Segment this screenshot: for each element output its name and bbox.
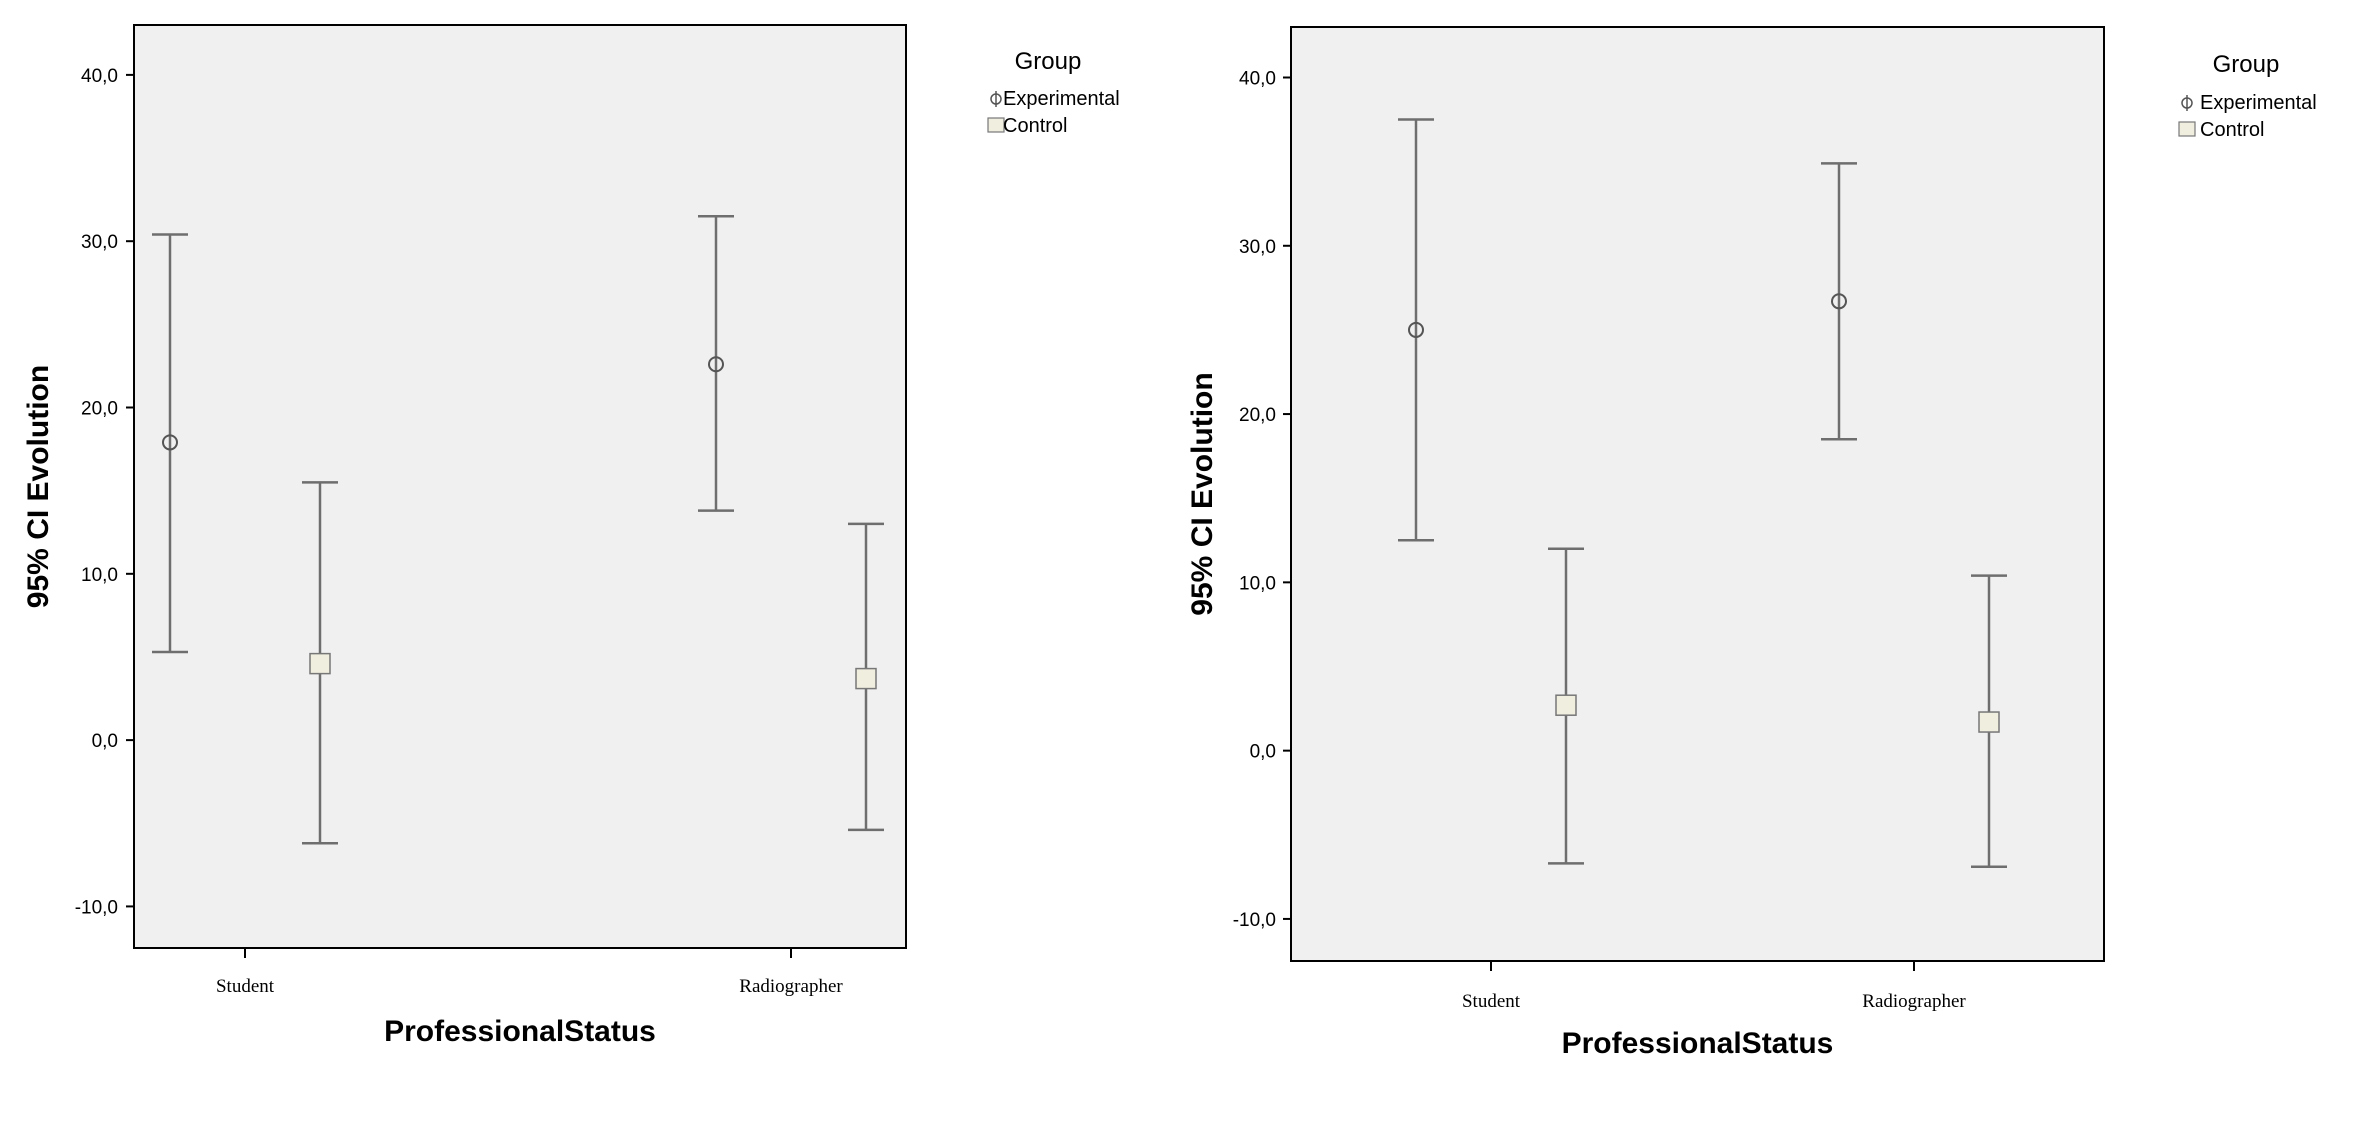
- legend-title: Group: [2213, 51, 2280, 78]
- mean-marker-square: [855, 667, 877, 690]
- legend-label: Experimental: [2200, 92, 2317, 114]
- errorbar-circle: [152, 233, 188, 654]
- errorbar-square: [1971, 574, 2007, 869]
- y-tick-label: 10,0: [1239, 573, 1276, 594]
- y-axis-label: 95% CI Evolution: [1186, 372, 1219, 615]
- y-tick-label: 30,0: [81, 232, 118, 253]
- mean-marker-circle: [708, 356, 724, 373]
- errorbar-circle: [1821, 162, 1857, 441]
- legend-title: Group: [1015, 48, 1082, 75]
- mean-marker-square: [309, 652, 331, 675]
- y-axis-label: 95% CI Evolution: [22, 365, 55, 608]
- y-tick-label: 0,0: [1250, 742, 1276, 763]
- legend-marker-square: [987, 117, 1005, 133]
- mean-marker-circle: [1831, 293, 1847, 310]
- y-tick-label: -10,0: [1233, 910, 1276, 931]
- plot-area: [1290, 26, 2105, 962]
- y-tick-label: 10,0: [81, 565, 118, 586]
- errorbar-square: [302, 481, 338, 845]
- y-tick-label: 20,0: [81, 399, 118, 420]
- y-tick-label: 0,0: [92, 731, 118, 752]
- legend: Group Experimental Control: [2178, 51, 2317, 141]
- plot-area: [133, 24, 907, 949]
- chart-1: -10,0 0,0 10,0 20,0 30,0 40,0 Student Radiograp…: [22, 24, 1120, 1048]
- mean-marker-square: [1555, 694, 1577, 716]
- errorbar-circle: [1398, 118, 1434, 542]
- errorbar-square: [1548, 547, 1584, 865]
- x-tick-label: Student: [1462, 991, 1521, 1012]
- legend-label: Control: [1003, 115, 1067, 137]
- y-tick-label: -10,0: [75, 897, 118, 918]
- chart-2: -10,0 0,0 10,0 20,0 30,0 40,0 Student Radiograp…: [1186, 26, 2317, 1060]
- legend: Group Experimental Control: [987, 48, 1120, 137]
- y-tick-label: 40,0: [1239, 68, 1276, 89]
- mean-marker-circle: [162, 434, 178, 451]
- mean-marker-circle: [1408, 321, 1424, 338]
- x-tick-label: Radiographer: [739, 976, 843, 997]
- y-tick-label: 20,0: [1239, 405, 1276, 426]
- y-tick-label: 40,0: [81, 66, 118, 87]
- x-tick-label: Radiographer: [1862, 991, 1966, 1012]
- legend-marker-square: [2178, 121, 2196, 137]
- x-axis-label: ProfessionalStatus: [384, 1015, 656, 1048]
- mean-marker-square: [1978, 711, 2000, 733]
- legend-label: Control: [2200, 119, 2264, 141]
- errorbar-circle: [698, 215, 734, 512]
- legend-label: Experimental: [1003, 88, 1120, 110]
- x-tick-label: Student: [216, 976, 275, 997]
- y-tick-label: 30,0: [1239, 237, 1276, 258]
- errorbar-square: [848, 522, 884, 832]
- x-axis-label: ProfessionalStatus: [1562, 1027, 1834, 1060]
